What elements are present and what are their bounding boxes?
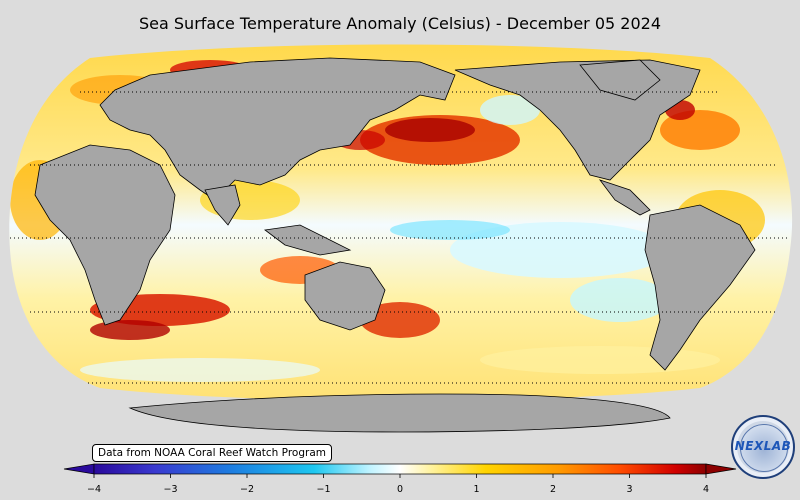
antarctica-landmass [128, 393, 671, 433]
indonesia-landmass [263, 224, 352, 256]
eurasia-landmass [99, 57, 456, 201]
colorbar-tick-label: 3 [626, 484, 633, 495]
logo-text: NEXLAB [734, 439, 792, 453]
map-title: Sea Surface Temperature Anomaly (Celsius… [139, 14, 661, 33]
logo-globe [740, 424, 788, 472]
central-america-landmass [598, 179, 651, 216]
land-masses [34, 57, 756, 433]
colorbar-tick-label: −3 [163, 484, 178, 495]
colorbar-tick-label: 4 [702, 484, 710, 495]
colorbar-max-arrow [705, 463, 737, 475]
africa-landmass [34, 144, 176, 326]
india-landmass [204, 184, 241, 226]
colorbar-tick-label: −2 [239, 484, 255, 495]
colorbar-tick-label: −4 [86, 484, 102, 495]
data-source-note: Data from NOAA Coral Reef Watch Program [92, 444, 332, 462]
colorbar-min-arrow [63, 463, 95, 475]
colorbar-gradient [93, 463, 707, 475]
colorbar [63, 463, 737, 478]
nexlab-logo: NEXLAB [731, 415, 795, 479]
greenland-landmass [579, 59, 661, 101]
graticule-lines [10, 91, 790, 384]
colorbar-tick-label: 1 [473, 484, 480, 495]
colorbar-tick-label: −1 [316, 484, 331, 495]
colorbar-tick-label: 0 [396, 484, 404, 495]
south-america-landmass [644, 204, 756, 371]
colorbar-tick-label: 2 [549, 484, 557, 495]
australia-landmass [304, 261, 386, 331]
